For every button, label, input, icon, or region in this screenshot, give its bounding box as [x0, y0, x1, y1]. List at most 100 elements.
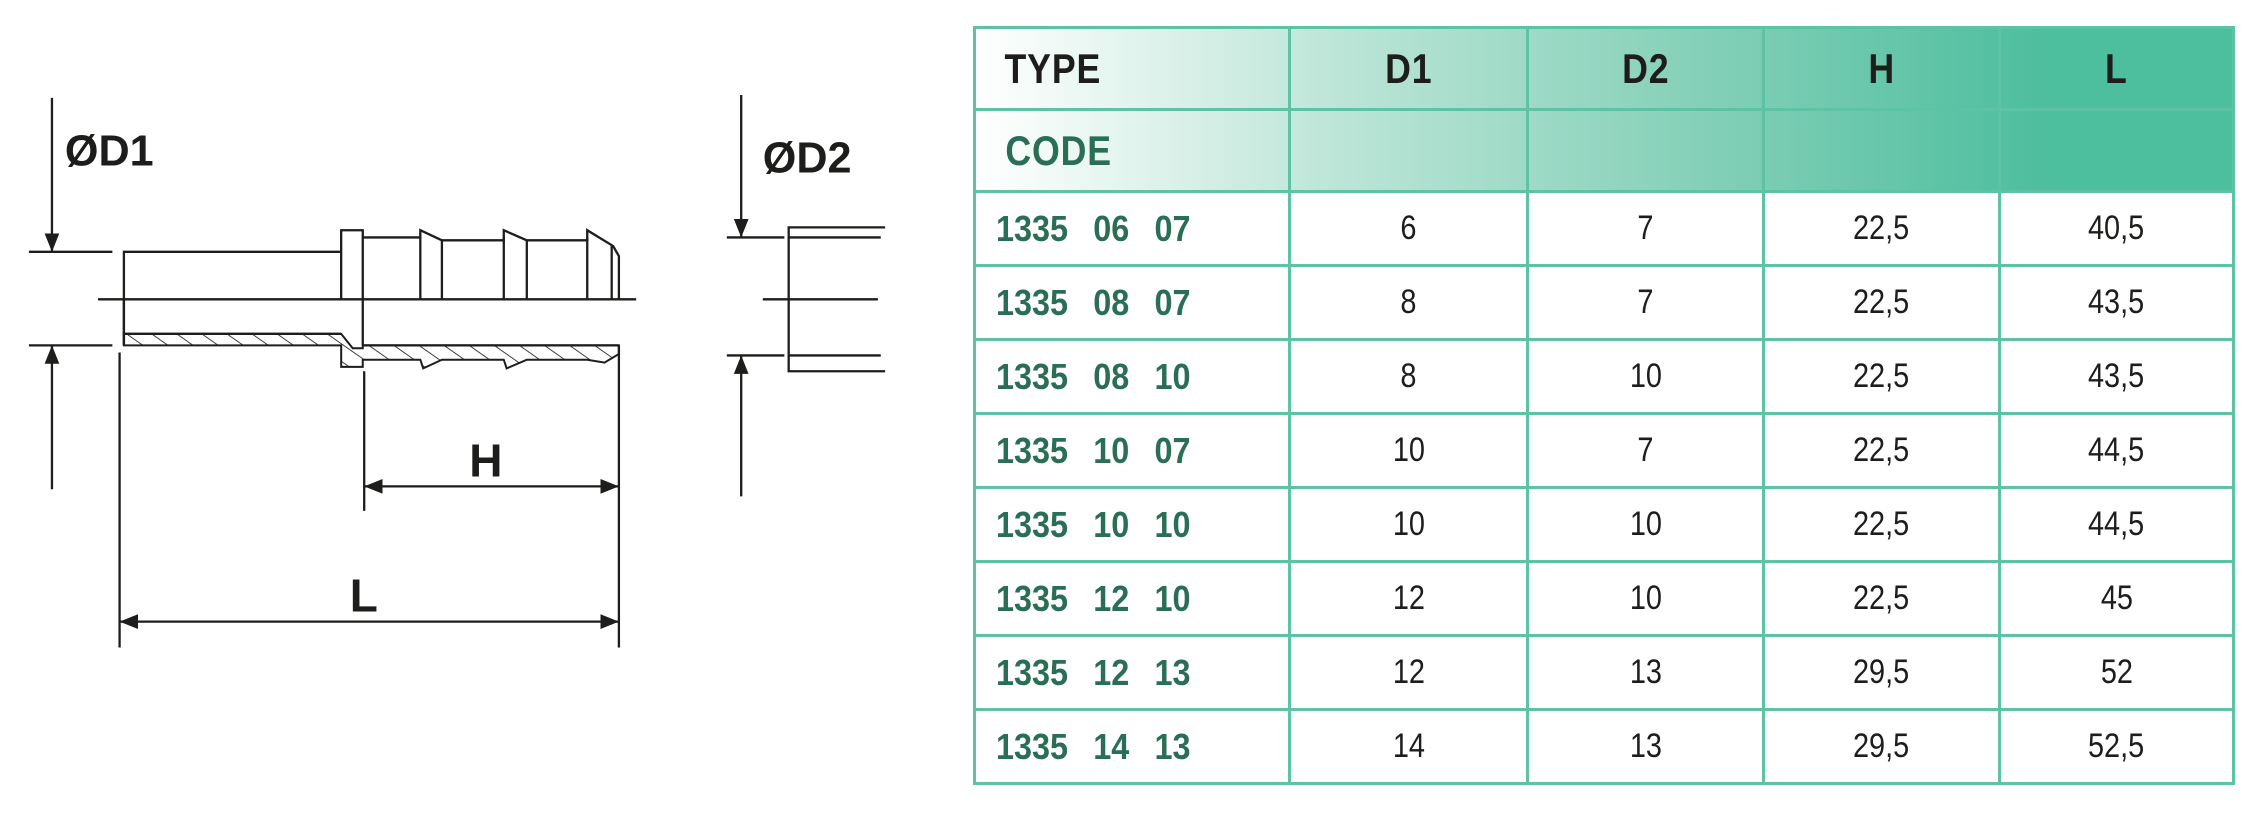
d2-cell: 13 [1526, 634, 1765, 711]
d1-cell: 10 [1288, 412, 1529, 489]
code-cell-text: 1335 10 07 [996, 429, 1191, 471]
h-label: H [469, 434, 502, 486]
table-row: 1335 12 10 12 10 22,5 45 [973, 560, 2235, 637]
d1-cell: 8 [1288, 264, 1529, 341]
d2-cell-text: 13 [1629, 653, 1662, 691]
l-cell-text: 43,5 [2088, 357, 2145, 395]
empty-cell [1998, 108, 2235, 193]
l-cell: 52,5 [1998, 708, 2235, 785]
code-cell-text: 1335 08 07 [996, 281, 1191, 323]
d2-cell-text: 7 [1637, 431, 1654, 469]
d2-cell-text: 7 [1637, 283, 1654, 321]
d1-cell: 12 [1288, 634, 1529, 711]
d1-cell-text: 6 [1400, 209, 1417, 247]
l-cell-text: 44,5 [2088, 431, 2145, 469]
h-cell: 22,5 [1762, 338, 2001, 415]
header-d2: D2 [1526, 26, 1765, 111]
d1-cell: 8 [1288, 338, 1529, 415]
d1-cell-text: 8 [1400, 357, 1417, 395]
code-cell: 1335 14 13 [973, 708, 1291, 785]
dimension-table: TYPE D1 D2 H L CODE 1335 06 07 6 7 22,5 40,5… [973, 26, 2235, 785]
d2-cell: 10 [1526, 338, 1765, 415]
header-l: L [1998, 26, 2235, 111]
d1-cell: 10 [1288, 486, 1529, 563]
d1-cell-text: 10 [1392, 431, 1425, 469]
d2-cell: 7 [1526, 190, 1765, 267]
l-cell: 52 [1998, 634, 2235, 711]
h-cell: 22,5 [1762, 264, 2001, 341]
l-cell: 43,5 [1998, 264, 2235, 341]
l-cell: 43,5 [1998, 338, 2235, 415]
header-h: H [1762, 26, 2001, 111]
code-cell-text: 1335 10 10 [996, 503, 1191, 545]
d2-label: ØD2 [763, 135, 852, 183]
code-header-row: CODE [973, 108, 2235, 193]
table-row: 1335 06 07 6 7 22,5 40,5 [973, 190, 2235, 267]
code-cell: 1335 12 13 [973, 634, 1291, 711]
l-cell-text: 43,5 [2088, 283, 2145, 321]
code-cell: 1335 08 10 [973, 338, 1291, 415]
table-row: 1335 12 13 12 13 29,5 52 [973, 634, 2235, 711]
h-cell-text: 22,5 [1853, 431, 1910, 469]
h-cell-text: 22,5 [1853, 283, 1910, 321]
empty-cell [1526, 108, 1765, 193]
d2-cell: 13 [1526, 708, 1765, 785]
h-cell: 22,5 [1762, 190, 2001, 267]
h-cell-text: 29,5 [1853, 653, 1910, 691]
l-cell: 40,5 [1998, 190, 2235, 267]
d2-cell: 10 [1526, 560, 1765, 637]
hatch-section [122, 332, 620, 370]
d1-cell-text: 14 [1392, 727, 1425, 765]
h-cell-text: 22,5 [1853, 357, 1910, 395]
code-cell-text: 1335 08 10 [996, 355, 1191, 397]
l-cell-text: 52 [2100, 653, 2133, 691]
l-cell: 44,5 [1998, 412, 2235, 489]
table-row: 1335 10 10 10 10 22,5 44,5 [973, 486, 2235, 563]
header-type-text: TYPE [1004, 44, 1102, 92]
d2-cell-text: 10 [1629, 579, 1662, 617]
table-row: 1335 14 13 14 13 29,5 52,5 [973, 708, 2235, 785]
header-h-text: H [1868, 44, 1895, 92]
d1-label: ØD1 [65, 127, 154, 175]
code-cell: 1335 06 07 [973, 190, 1291, 267]
d1-cell-text: 12 [1392, 653, 1425, 691]
d1-cell: 12 [1288, 560, 1529, 637]
code-cell-text: 1335 12 13 [996, 651, 1191, 693]
d1-cell: 14 [1288, 708, 1529, 785]
code-cell: 1335 12 10 [973, 560, 1291, 637]
code-cell-text: 1335 12 10 [996, 577, 1191, 619]
l-label: L [350, 570, 378, 622]
h-cell-text: 29,5 [1853, 727, 1910, 765]
header-code-text: CODE [1005, 126, 1112, 174]
h-cell: 22,5 [1762, 560, 2001, 637]
l-cell: 44,5 [1998, 486, 2235, 563]
header-d1: D1 [1288, 26, 1529, 111]
code-cell-text: 1335 14 13 [996, 725, 1191, 767]
d2-cell-text: 7 [1637, 209, 1654, 247]
h-cell-text: 22,5 [1853, 579, 1910, 617]
header-d2-text: D2 [1621, 44, 1670, 92]
d2-cell: 10 [1526, 486, 1765, 563]
h-cell: 22,5 [1762, 412, 2001, 489]
empty-cell [1762, 108, 2001, 193]
header-d1-text: D1 [1384, 44, 1433, 92]
header-code: CODE [973, 108, 1291, 193]
h-cell: 29,5 [1762, 708, 2001, 785]
h-cell-text: 22,5 [1853, 505, 1910, 543]
l-cell-text: 45 [2100, 579, 2133, 617]
empty-cell [1288, 108, 1529, 193]
d1-cell-text: 12 [1392, 579, 1425, 617]
l-cell-text: 44,5 [2088, 505, 2145, 543]
h-cell-text: 22,5 [1853, 209, 1910, 247]
h-cell: 29,5 [1762, 634, 2001, 711]
code-cell: 1335 08 07 [973, 264, 1291, 341]
d1-cell-text: 10 [1392, 505, 1425, 543]
d1-cell: 6 [1288, 190, 1529, 267]
d2-cell-text: 10 [1629, 505, 1662, 543]
header-type: TYPE [973, 26, 1291, 111]
d2-cell-text: 10 [1629, 357, 1662, 395]
l-cell-text: 40,5 [2088, 209, 2145, 247]
technical-drawing: ØD1 ØD2 H L [28, 94, 886, 648]
code-cell: 1335 10 10 [973, 486, 1291, 563]
d2-cell: 7 [1526, 264, 1765, 341]
